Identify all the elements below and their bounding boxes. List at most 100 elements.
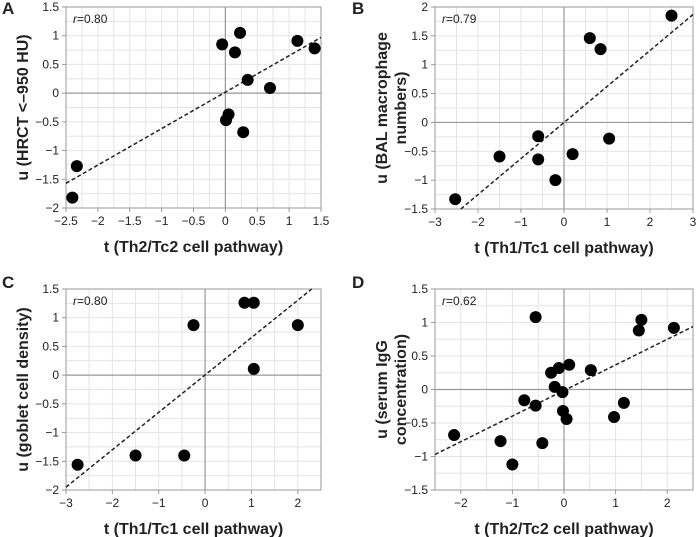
y-tick-label: 0.5: [411, 349, 428, 363]
data-point: [234, 26, 247, 39]
x-tick-label: 1: [612, 496, 619, 510]
data-point: [518, 394, 531, 407]
y-tick-label: 0: [421, 383, 428, 397]
data-point: [241, 73, 254, 86]
y-axis-label: u (serum IgG: [374, 340, 391, 439]
y-axis-label: concentration): [393, 334, 410, 445]
y-tick-label: −0.5: [35, 115, 59, 129]
data-point: [665, 9, 678, 22]
data-point: [532, 153, 545, 166]
x-tick-label: −1: [506, 496, 520, 510]
y-tick-label: −2: [45, 483, 59, 497]
y-tick-label: −1.5: [404, 483, 428, 497]
x-tick-label: 1.5: [313, 214, 330, 228]
y-tick-label: −1: [45, 144, 59, 158]
correlation-label: r=0.79: [442, 12, 477, 26]
panel-letter: B: [352, 0, 364, 18]
x-tick-label: 3: [690, 215, 696, 229]
y-tick-label: 0.5: [42, 57, 59, 71]
x-axis-label: t (Th2/Tc2 cell pathway): [474, 521, 653, 537]
y-tick-label: −1: [414, 173, 428, 187]
y-axis-label: numbers): [393, 72, 410, 145]
y-axis-label: u (HRCT <–950 HU): [15, 34, 32, 180]
data-point: [594, 43, 607, 56]
x-tick-label: −3: [428, 215, 442, 229]
data-point: [494, 435, 507, 448]
plot-frame: [65, 288, 322, 491]
panel-a: −2.5 −2 −1.5 −1 −0.5 0 0.5 1 1.5−2−1.5−1−0.500.5…: [2, 0, 330, 256]
x-tick-label: 2: [664, 496, 671, 510]
data-point: [549, 174, 562, 187]
y-tick-label: 0.5: [42, 339, 59, 353]
data-point: [635, 313, 648, 326]
x-tick-label: 0: [561, 215, 568, 229]
data-point: [449, 193, 462, 206]
data-point: [71, 458, 84, 471]
y-tick-label: −0.5: [404, 144, 428, 158]
data-point: [291, 34, 304, 47]
x-tick-label: −2: [454, 496, 468, 510]
y-tick-label: −2: [45, 201, 59, 215]
panel-b: −3 −2 −1 0 1 2 3 −1.5 −1 −0.5 0 0.5 1 1.5 2 r=0.79 Bt (T…: [352, 0, 696, 257]
y-tick-label: 1: [52, 29, 59, 43]
regression-line: [65, 36, 322, 184]
data-point: [532, 130, 545, 143]
y-tick-label: 1: [421, 58, 428, 72]
x-tick-label: 0: [222, 214, 229, 228]
x-tick-label: 1: [604, 215, 611, 229]
data-point: [238, 296, 251, 309]
y-tick-label: 0.5: [411, 87, 428, 101]
correlation-label: r=0.80: [73, 294, 108, 308]
data-point: [237, 126, 250, 139]
panel-d: −2 −1 0 1 2 −1.5 −1 −0.5 0 0.5 1 1.5 r=0.62 Dt (Th2/T…: [352, 273, 694, 537]
y-tick-label: 1.5: [42, 0, 59, 14]
data-point: [529, 399, 542, 412]
y-axis-label: u (goblet cell density): [15, 307, 32, 471]
data-point: [603, 132, 616, 145]
data-point: [493, 150, 506, 163]
x-tick-label: 0.5: [249, 214, 266, 228]
data-point: [617, 396, 630, 409]
y-tick-label: 0: [52, 368, 59, 382]
data-point: [264, 81, 276, 94]
y-tick-label: 0: [421, 115, 428, 129]
data-point: [608, 410, 621, 423]
x-axis-label: t (Th1/Tc1 cell pathway): [474, 240, 653, 257]
data-point: [536, 437, 549, 450]
data-point: [247, 362, 260, 375]
data-point: [556, 386, 569, 399]
regression-line: [460, 13, 694, 210]
x-tick-label: 1: [248, 496, 255, 510]
data-point: [70, 160, 83, 173]
y-tick-label: −1.5: [35, 172, 59, 186]
panel-letter: C: [2, 273, 14, 292]
data-point: [66, 191, 79, 204]
data-point: [291, 319, 304, 332]
correlation-label: r=0.62: [442, 294, 477, 308]
x-tick-label: −2.5: [54, 214, 78, 228]
data-point: [563, 358, 576, 371]
panel-letter: D: [352, 273, 364, 292]
data-point: [448, 429, 461, 442]
y-tick-label: −1: [45, 426, 59, 440]
y-tick-label: −1.5: [404, 202, 428, 216]
data-point: [247, 296, 260, 309]
data-point: [187, 319, 200, 332]
data-point: [220, 114, 233, 127]
y-tick-label: 1.5: [42, 282, 59, 296]
x-tick-label: −2: [471, 215, 485, 229]
data-point: [228, 46, 241, 59]
y-tick-label: −1.5: [35, 454, 59, 468]
x-tick-label: −1.5: [118, 214, 142, 228]
x-tick-label: 0: [202, 496, 209, 510]
y-tick-label: −0.5: [35, 397, 59, 411]
x-tick-label: −2: [106, 496, 120, 510]
panel-letter: A: [2, 0, 14, 18]
data-point: [552, 362, 565, 375]
x-tick-label: −1: [155, 214, 169, 228]
data-point: [216, 38, 229, 51]
y-axis-label: u (BAL macrophage: [374, 32, 391, 184]
